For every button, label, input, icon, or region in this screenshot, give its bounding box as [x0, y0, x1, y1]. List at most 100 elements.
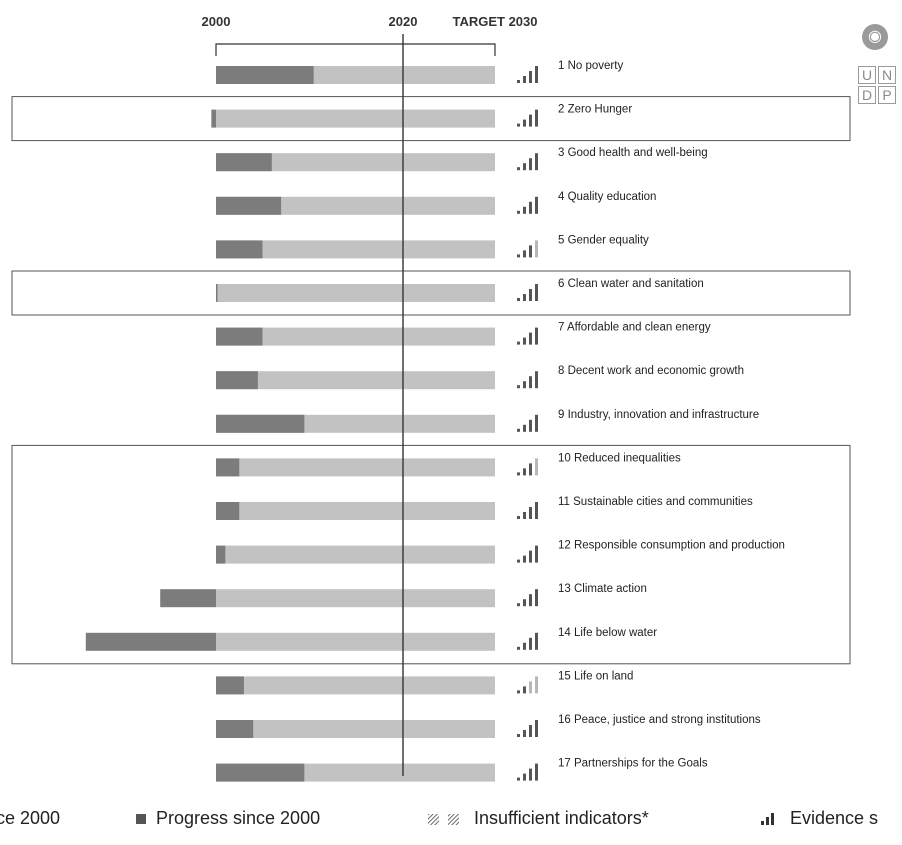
evidence-bar	[529, 376, 532, 389]
evidence-bar	[529, 419, 532, 432]
evidence-bar	[535, 196, 538, 214]
chart-legend: ce 2000 Progress since 2000 Insufficient…	[0, 808, 902, 845]
backlog-bar	[216, 502, 495, 520]
progress-bar	[216, 66, 314, 84]
evidence-bar	[517, 646, 520, 650]
evidence-bar	[523, 730, 526, 737]
evidence-bar	[517, 559, 520, 563]
goal-label: 5 Gender equality	[558, 234, 649, 246]
goal-label: 6 Clean water and sanitation	[558, 278, 704, 290]
un-emblem-icon: ◉	[862, 24, 888, 50]
legend-label: ce 2000	[0, 808, 61, 828]
progress-bar	[216, 720, 254, 738]
backlog-bar	[216, 371, 495, 390]
evidence-bar	[517, 341, 520, 345]
evidence-bar	[523, 119, 526, 127]
axis-label: TARGET 2030	[452, 14, 537, 29]
highlight-boxes	[11, 96, 851, 665]
goal-label: 14 Life below water	[558, 627, 657, 639]
logo-letter: D	[858, 86, 876, 104]
goal-label: 9 Industry, innovation and infrastructur…	[558, 409, 759, 421]
legend-label: Evidence s	[790, 808, 879, 828]
evidence-bar	[535, 153, 538, 171]
sdg-progress-chart: 2000 2020 TARGET 2030 1 No poverty 2 Zero H…	[11, 14, 851, 782]
evidence-bar	[529, 245, 532, 258]
axis-label: 2000	[202, 14, 231, 29]
goal-label: 1 No poverty	[558, 60, 623, 72]
evidence-bar	[529, 550, 532, 563]
progress-bar	[216, 763, 305, 782]
chart-axis: 2000 2020 TARGET 2030	[202, 14, 538, 56]
evidence-bar	[517, 603, 520, 607]
backlog-bar	[216, 327, 495, 346]
backlog-bar	[216, 240, 495, 259]
evidence-bar	[529, 158, 532, 171]
goal-label: 17 Partnerships for the Goals	[558, 758, 708, 770]
logo-letter: P	[878, 86, 896, 104]
evidence-bar	[523, 337, 526, 345]
evidence-bar	[523, 599, 526, 607]
evidence-bar	[535, 676, 538, 694]
evidence-bar	[535, 545, 538, 563]
evidence-bar	[523, 424, 526, 432]
goal-label: 15 Life on land	[558, 670, 633, 682]
backlog-bar	[216, 196, 495, 215]
progress-bar	[216, 458, 240, 477]
goal-label: 3 Good health and well-being	[558, 147, 708, 159]
evidence-bar	[523, 250, 526, 258]
evidence-bar	[517, 298, 520, 301]
evidence-bar	[523, 294, 526, 301]
evidence-bar	[535, 502, 538, 519]
progress-bar	[216, 545, 226, 564]
axis-label: 2020	[389, 14, 418, 29]
evidence-bar	[523, 642, 526, 650]
evidence-bar	[535, 109, 538, 127]
evidence-bar	[535, 371, 538, 389]
evidence-bar	[517, 167, 520, 171]
goal-label: 4 Quality education	[558, 191, 656, 203]
progress-bar	[216, 371, 258, 390]
evidence-bar	[523, 512, 526, 519]
evidence-bar	[529, 507, 532, 519]
backlog-bar	[216, 458, 495, 477]
legend-label: Progress since 2000	[156, 808, 321, 828]
goal-label: 8 Decent work and economic growth	[558, 365, 744, 377]
backlog-bar	[216, 676, 495, 695]
backlog-bar	[216, 589, 495, 608]
timeline-bracket	[215, 43, 496, 56]
goal-label: 13 Climate action	[558, 583, 647, 595]
legend-item-cut: ce 2000	[0, 808, 60, 829]
backlog-bar	[216, 109, 495, 128]
highlight-box	[11, 444, 851, 665]
goal-label: 10 Reduced inequalities	[558, 452, 681, 464]
evidence-bar	[523, 555, 526, 563]
goal-bars	[85, 34, 495, 782]
progress-bar	[216, 676, 244, 695]
evidence-bar	[529, 594, 532, 607]
goal-label: 2 Zero Hunger	[558, 104, 632, 116]
evidence-bar	[529, 289, 532, 301]
highlight-box	[11, 96, 851, 142]
evidence-bar	[529, 681, 532, 694]
regress-bar	[160, 589, 216, 608]
regress-bar	[85, 632, 216, 651]
evidence-bar	[523, 206, 526, 214]
evidence-bar	[535, 458, 538, 476]
evidence-bar	[535, 284, 538, 301]
evidence-bar	[535, 414, 538, 432]
evidence-bar	[529, 768, 532, 781]
evidence-bar	[517, 690, 520, 694]
evidence-bar	[529, 637, 532, 650]
evidence-bar	[517, 385, 520, 389]
hatched-squares-icon	[428, 813, 459, 825]
evidence-bar	[529, 725, 532, 737]
progress-bar	[216, 196, 282, 215]
regress-bar	[211, 109, 216, 128]
evidence-bar	[535, 66, 538, 83]
evidence-bar	[523, 773, 526, 781]
evidence-bar	[535, 763, 538, 781]
solid-square-icon	[136, 813, 146, 824]
evidence-bar	[523, 76, 526, 83]
evidence-bar	[517, 210, 520, 214]
backlog-bar	[216, 284, 495, 302]
